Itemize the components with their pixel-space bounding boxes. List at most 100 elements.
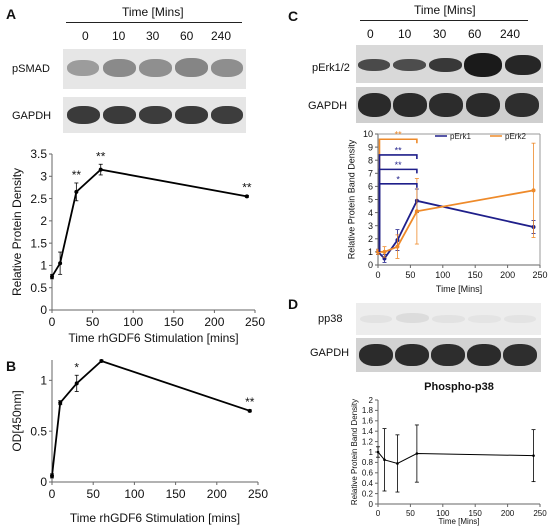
- panel-letter-c: C: [288, 8, 299, 24]
- panel-c-gapdh-blot: [356, 87, 543, 123]
- panel-letter-b: B: [6, 358, 17, 374]
- y-tick-label: 3.5: [30, 147, 47, 161]
- x-tick-label: 250: [532, 270, 547, 280]
- significance-bracket-label: *: [396, 174, 400, 184]
- panel-c-time-rule: [360, 20, 528, 21]
- panel-a-time-rule: [66, 22, 242, 23]
- x-tick-label: 200: [207, 487, 227, 501]
- data-point: [74, 189, 79, 194]
- data-point: [98, 167, 103, 172]
- x-tick-label: 0: [376, 509, 381, 518]
- y-tick-label: 0: [40, 303, 47, 317]
- y-tick-label: 0.2: [362, 489, 374, 498]
- significance-label: **: [245, 395, 255, 409]
- y-tick-label: 1: [369, 448, 374, 457]
- data-point: [50, 274, 54, 279]
- panel-d-blot-label-pp38: pp38: [318, 313, 343, 325]
- data-point: [383, 458, 386, 462]
- y-axis-label: Relative Protein Density: [10, 168, 24, 296]
- series-line-0: [377, 451, 534, 464]
- y-tick-label: 0.8: [362, 458, 374, 467]
- significance-label: *: [74, 360, 79, 374]
- y-tick-label: 2.5: [30, 192, 47, 206]
- panel-a-chart: 0 0.5 1 1.5 2 2.5 3 3.5 0 50 100 150 200 250 Time rhGD…: [10, 147, 266, 345]
- data-point: [58, 261, 63, 266]
- y-tick-label: 5: [368, 195, 373, 205]
- significance-label: **: [242, 180, 252, 194]
- y-tick-label: 0.6: [362, 469, 374, 478]
- y-axis-label: Relative Protein Band Density: [350, 399, 359, 505]
- panel-c-lane-240: 240: [500, 27, 521, 41]
- panel-a-lane-240: 240: [211, 29, 232, 43]
- data-point: [244, 194, 249, 199]
- y-tick-label: 1.8: [362, 406, 374, 415]
- y-tick-label: 1: [40, 259, 47, 273]
- x-tick-label: 0: [49, 487, 56, 501]
- x-tick-label: 200: [204, 315, 224, 329]
- panel-a-blot-label-gapdh: GAPDH: [12, 110, 52, 122]
- panel-c-lane-60: 60: [468, 27, 482, 41]
- x-tick-label: 200: [500, 270, 515, 280]
- x-tick-label: 50: [87, 487, 101, 501]
- significance-label: **: [96, 149, 106, 163]
- panel-c-perk-blot: [356, 45, 543, 83]
- panel-a-lane-60: 60: [180, 29, 194, 43]
- data-point: [415, 452, 419, 455]
- panel-d-pp38-blot: [356, 303, 541, 335]
- x-tick-label: 250: [245, 315, 265, 329]
- panel-d-blot-label-gapdh: GAPDH: [310, 347, 350, 359]
- significance-bracket-label: **: [395, 130, 403, 140]
- y-tick-label: 3: [40, 169, 47, 183]
- data-point: [376, 450, 380, 454]
- panel-a-lane-30: 30: [146, 29, 160, 43]
- panel-a-psmad-blot: [63, 49, 246, 89]
- y-axis-label: OD[450nm]: [10, 390, 24, 451]
- panel-d-chart: 0 0.20.40.6 0.81 1.21.41.6 1.82 0 50 100 150 200 2…: [350, 381, 547, 526]
- panel-c-lane-10: 10: [398, 27, 412, 41]
- series-line-0: [51, 168, 248, 278]
- panel-c-lane-30: 30: [433, 27, 447, 41]
- y-tick-label: 7: [368, 168, 373, 178]
- x-tick-label: 50: [86, 315, 100, 329]
- x-tick-label: 50: [405, 270, 415, 280]
- data-point: [532, 454, 535, 457]
- data-point: [414, 209, 419, 214]
- x-tick-label: 100: [124, 487, 144, 501]
- panel-c-blot-label-gapdh: GAPDH: [308, 100, 348, 112]
- y-tick-label: 1.2: [362, 437, 374, 446]
- x-tick-label: 100: [435, 270, 450, 280]
- panel-a-blot-label-psmad: pSMAD: [12, 63, 50, 75]
- y-tick-label: 0.5: [30, 281, 47, 295]
- significance-bracket-label: **: [395, 145, 403, 155]
- x-axis-label: Time rhGDF6 Stimulation [mins]: [70, 511, 240, 525]
- data-point: [74, 381, 79, 386]
- y-tick-label: 10: [363, 129, 373, 139]
- y-tick-label: 1: [368, 247, 373, 257]
- x-axis-label: Time [Mins]: [438, 517, 479, 526]
- data-point: [50, 473, 54, 478]
- y-tick-label: 9: [368, 142, 373, 152]
- significance-label: **: [97, 352, 107, 359]
- panel-a-time-title: Time [Mins]: [122, 5, 184, 19]
- x-tick-label: 250: [248, 487, 268, 501]
- x-tick-label: 150: [166, 487, 186, 501]
- y-tick-label: 6: [368, 182, 373, 192]
- x-tick-label: 150: [469, 509, 483, 518]
- y-tick-label: 4: [368, 208, 373, 218]
- x-tick-label: 0: [49, 315, 56, 329]
- series-line-0: [377, 199, 534, 260]
- x-tick-label: 150: [164, 315, 184, 329]
- y-tick-label: 3: [368, 221, 373, 231]
- panel-c-blot-label-perk: pErk1/2: [312, 62, 350, 74]
- y-tick-label: 8: [368, 155, 373, 165]
- y-axis-label: Relative Protein Band Density: [347, 139, 357, 259]
- y-tick-label: 2: [40, 214, 47, 228]
- x-tick-label: 150: [468, 270, 483, 280]
- y-tick-label: 1.5: [30, 236, 47, 250]
- y-tick-label: 0.4: [362, 479, 374, 488]
- panel-c-lane-0: 0: [367, 27, 374, 41]
- chart-title: Phospho-p38: [424, 381, 494, 393]
- panel-a-lane-10: 10: [112, 29, 126, 43]
- data-point: [247, 408, 252, 413]
